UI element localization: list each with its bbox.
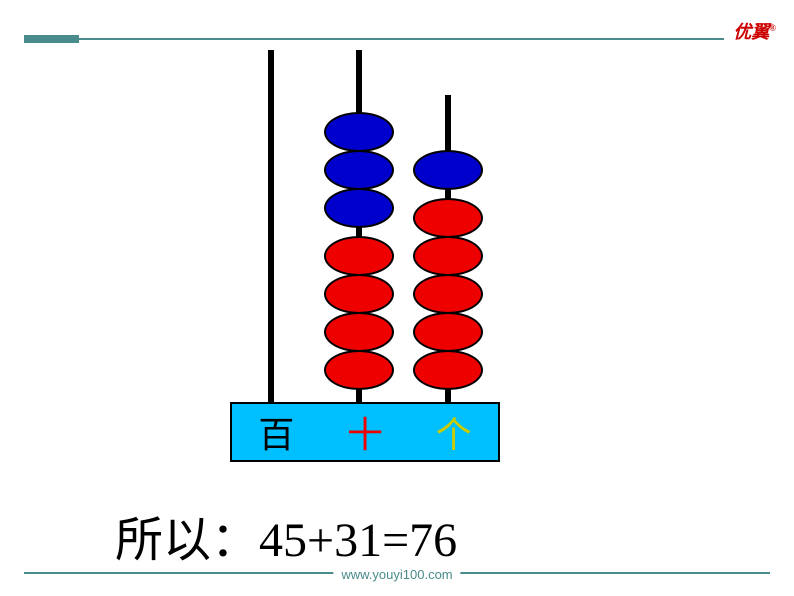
place-label-0: 百 xyxy=(258,406,294,458)
place-label-2: 个 xyxy=(436,406,472,458)
bead-ones-bottom-0 xyxy=(413,198,483,238)
bead-ones-bottom-1 xyxy=(413,236,483,276)
equation-prefix: 所以： xyxy=(115,514,259,567)
equation-text: 所以：45+31=76 xyxy=(115,500,457,570)
bead-tens-top-2 xyxy=(324,188,394,228)
bead-tens-bottom-0 xyxy=(324,236,394,276)
footer-url: www.youyi100.com xyxy=(333,567,460,582)
top-divider xyxy=(24,38,724,40)
brand-logo: 优翼® xyxy=(733,18,776,44)
logo-reg: ® xyxy=(769,23,776,33)
place-label-1: 十 xyxy=(347,406,383,458)
bead-ones-bottom-4 xyxy=(413,350,483,390)
abacus-base: 百十个 xyxy=(230,402,500,462)
bead-tens-top-1 xyxy=(324,150,394,190)
bead-tens-bottom-1 xyxy=(324,274,394,314)
bead-ones-bottom-2 xyxy=(413,274,483,314)
bead-ones-top-0 xyxy=(413,150,483,190)
bead-tens-bottom-2 xyxy=(324,312,394,352)
bead-ones-bottom-3 xyxy=(413,312,483,352)
abacus-rod-0 xyxy=(268,50,274,405)
bead-tens-top-0 xyxy=(324,112,394,152)
logo-text: 优翼 xyxy=(733,22,769,42)
bead-tens-bottom-3 xyxy=(324,350,394,390)
equation-expr: 45+31=76 xyxy=(259,514,457,567)
abacus-diagram: 百十个 xyxy=(230,50,520,480)
